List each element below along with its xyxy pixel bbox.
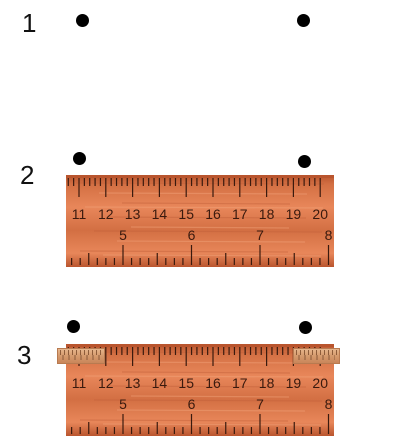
top-scale-number: 17 <box>232 375 248 391</box>
ruler: 11 12 13 14 15 16 17 18 19 20 5 6 7 8 <box>66 175 334 267</box>
bottom-scale-number: 8 <box>325 227 333 243</box>
point-right <box>299 321 312 334</box>
point-right <box>298 155 311 168</box>
small-ruler-left <box>57 348 105 364</box>
top-scale-number: 18 <box>259 375 275 391</box>
top-scale-number: 15 <box>178 375 194 391</box>
top-scale-number: 17 <box>232 206 248 222</box>
bottom-scale-number: 7 <box>256 396 264 412</box>
bottom-scale-number: 5 <box>119 396 127 412</box>
point-left <box>73 152 86 165</box>
step-3-label: 3 <box>17 340 32 370</box>
top-scale-number: 20 <box>312 375 328 391</box>
top-scale-number: 14 <box>152 206 168 222</box>
point-left <box>67 320 80 333</box>
top-scale-number: 20 <box>312 206 328 222</box>
top-scale-number: 11 <box>72 375 87 391</box>
top-scale-number: 16 <box>205 206 221 222</box>
bottom-scale-number: 7 <box>256 227 264 243</box>
top-scale-number: 18 <box>259 206 275 222</box>
small-ruler-right <box>293 348 340 364</box>
top-scale-number: 12 <box>98 375 114 391</box>
top-scale-number: 11 <box>72 206 87 222</box>
step-2-label: 2 <box>20 160 35 190</box>
top-scale-number: 15 <box>178 206 194 222</box>
ruler: 11 12 13 14 15 16 17 18 19 20 5 6 7 8 <box>66 344 334 436</box>
top-scale-number: 19 <box>286 375 302 391</box>
bottom-scale-number: 6 <box>188 227 196 243</box>
bottom-scale-number: 5 <box>119 227 127 243</box>
ruler-graphic: 11 12 13 14 15 16 17 18 19 20 5 6 7 8 <box>66 175 334 267</box>
ruler-body <box>66 175 334 267</box>
top-scale-number: 16 <box>205 375 221 391</box>
ruler-body <box>66 344 334 436</box>
top-scale-number: 19 <box>286 206 302 222</box>
step-1-label: 1 <box>22 8 37 38</box>
point-right <box>297 14 310 27</box>
bottom-scale-number: 8 <box>325 396 333 412</box>
ruler-graphic: 11 12 13 14 15 16 17 18 19 20 5 6 7 8 <box>66 344 334 436</box>
top-scale-number: 12 <box>98 206 114 222</box>
top-scale-number: 13 <box>125 206 141 222</box>
top-scale-number: 13 <box>125 375 141 391</box>
bottom-scale-number: 6 <box>188 396 196 412</box>
point-left <box>76 14 89 27</box>
top-scale-number: 14 <box>152 375 168 391</box>
